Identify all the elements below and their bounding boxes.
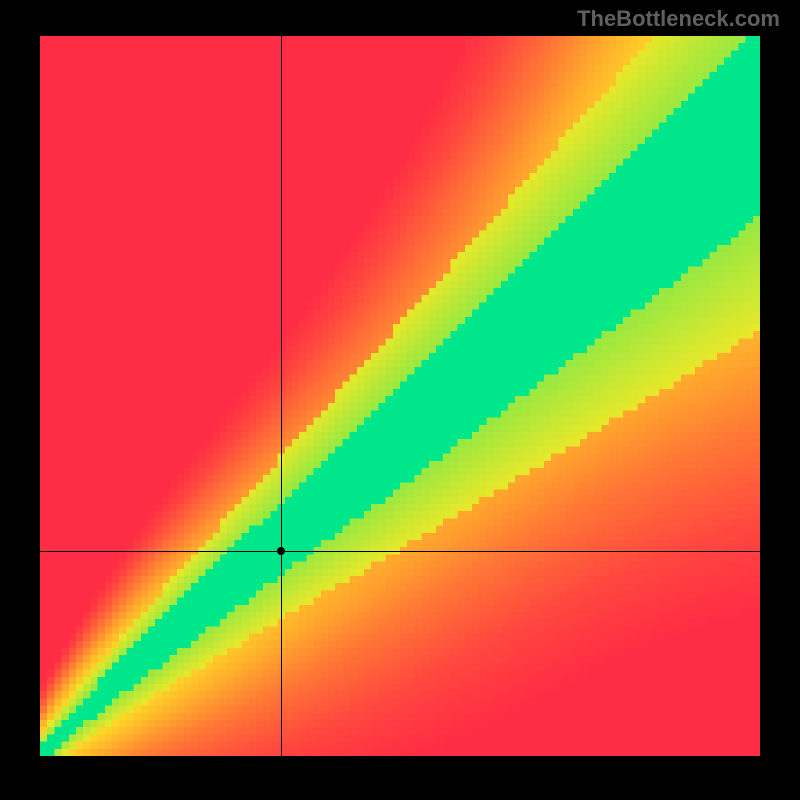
crosshair-vertical [281, 36, 282, 756]
watermark-text: TheBottleneck.com [577, 6, 780, 32]
chart-container: TheBottleneck.com [0, 0, 800, 800]
heatmap-canvas [40, 36, 760, 756]
plot-frame [40, 36, 760, 756]
crosshair-horizontal [40, 551, 760, 552]
crosshair-marker [277, 547, 285, 555]
